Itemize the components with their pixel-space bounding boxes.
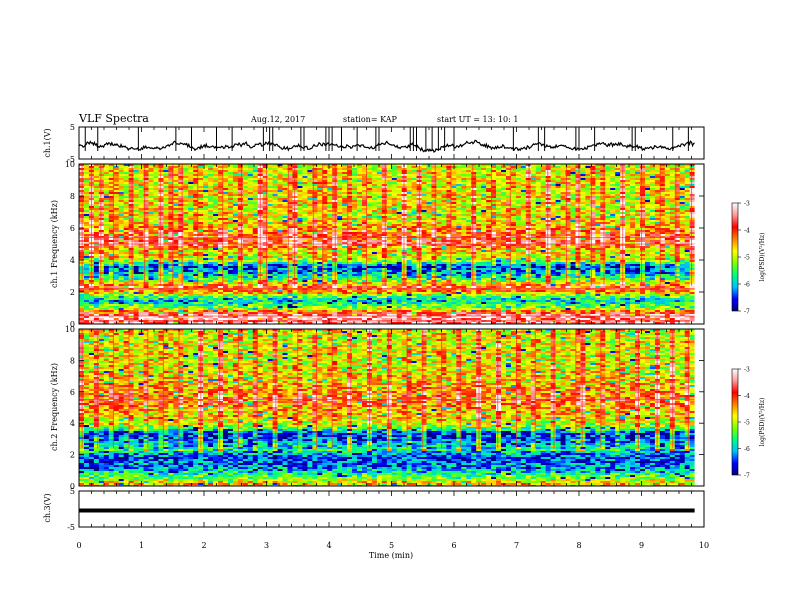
xtick-label: 4 xyxy=(326,541,331,550)
ytick-label: 2 xyxy=(70,288,75,297)
ytick-label: 10 xyxy=(65,160,75,169)
colorbar-tick-label: -6 xyxy=(744,446,750,453)
ch1-spectrogram-ylabel: ch.1 Frequency (kHz) xyxy=(50,200,59,288)
x-axis-ticks: 0 1 2 3 4 5 6 7 8 9 10 xyxy=(76,541,709,550)
colorbar-gradient xyxy=(732,203,738,311)
colorbar-tick-label: -4 xyxy=(744,393,750,400)
ytick-label: 4 xyxy=(70,256,75,265)
ytick-label: 5 xyxy=(70,487,75,496)
ytick-label: 10 xyxy=(65,325,75,334)
colorbar-tick-label: -7 xyxy=(744,473,750,480)
ch1-ylabel: ch.1(V) xyxy=(43,128,52,157)
xtick-label: 10 xyxy=(699,541,709,550)
ch1-waveform-panel xyxy=(79,124,695,152)
ytick-label: -5 xyxy=(67,523,75,532)
colorbar-tick-label: -4 xyxy=(744,228,750,235)
xtick-label: 5 xyxy=(389,541,394,550)
colorbar-tick-label: -6 xyxy=(744,282,750,289)
ytick-label: 8 xyxy=(70,192,75,201)
colorbar-gradient xyxy=(732,369,738,475)
ytick-label: 2 xyxy=(70,451,75,460)
colorbar-label: log(PSD)(V²/Hz) xyxy=(759,398,766,447)
ch2-spectrogram-panel xyxy=(79,329,704,487)
xtick-label: 6 xyxy=(451,541,456,550)
ytick-label: 6 xyxy=(70,388,75,397)
xtick-label: 7 xyxy=(514,541,519,550)
start-time-label: start UT = 13: 10: 1 xyxy=(437,115,518,124)
figure-title: VLF Spectra xyxy=(78,112,149,125)
xtick-label: 9 xyxy=(639,541,644,550)
ytick-label: 4 xyxy=(70,419,75,428)
colorbar-ch1: -3 -4 -5 -6 -7 log(PSD)(V²/Hz) xyxy=(732,201,766,316)
ytick-label: 5 xyxy=(70,123,75,132)
xtick-label: 8 xyxy=(576,541,581,550)
colorbar-ch2: -3 -4 -5 -6 -7 log(PSD)(V²/Hz) xyxy=(732,367,766,480)
colorbar-tick-label: -3 xyxy=(744,367,750,374)
ch1-spectrogram-panel xyxy=(79,164,704,324)
station-label: station= KAP xyxy=(343,115,398,124)
ytick-label: 6 xyxy=(70,224,75,233)
colorbar-label: log(PSD)(V²/Hz) xyxy=(759,233,766,282)
colorbar-tick-label: -7 xyxy=(744,309,750,316)
colorbar-tick-label: -3 xyxy=(744,201,750,208)
ch2-spectrogram-ylabel: ch.2 Frequency (kHz) xyxy=(50,363,59,451)
date-label: Aug.12, 2017 xyxy=(250,115,305,124)
colorbar-tick-label: -5 xyxy=(744,420,750,427)
x-axis-label: Time (min) xyxy=(369,551,413,560)
ytick-label: 8 xyxy=(70,356,75,365)
colorbar-tick-label: -5 xyxy=(744,255,750,262)
xtick-label: 0 xyxy=(76,541,81,550)
xtick-label: 1 xyxy=(139,541,144,550)
xtick-label: 3 xyxy=(264,541,269,550)
ch3-ylabel: ch.3(V) xyxy=(43,493,52,522)
xtick-label: 2 xyxy=(201,541,206,550)
